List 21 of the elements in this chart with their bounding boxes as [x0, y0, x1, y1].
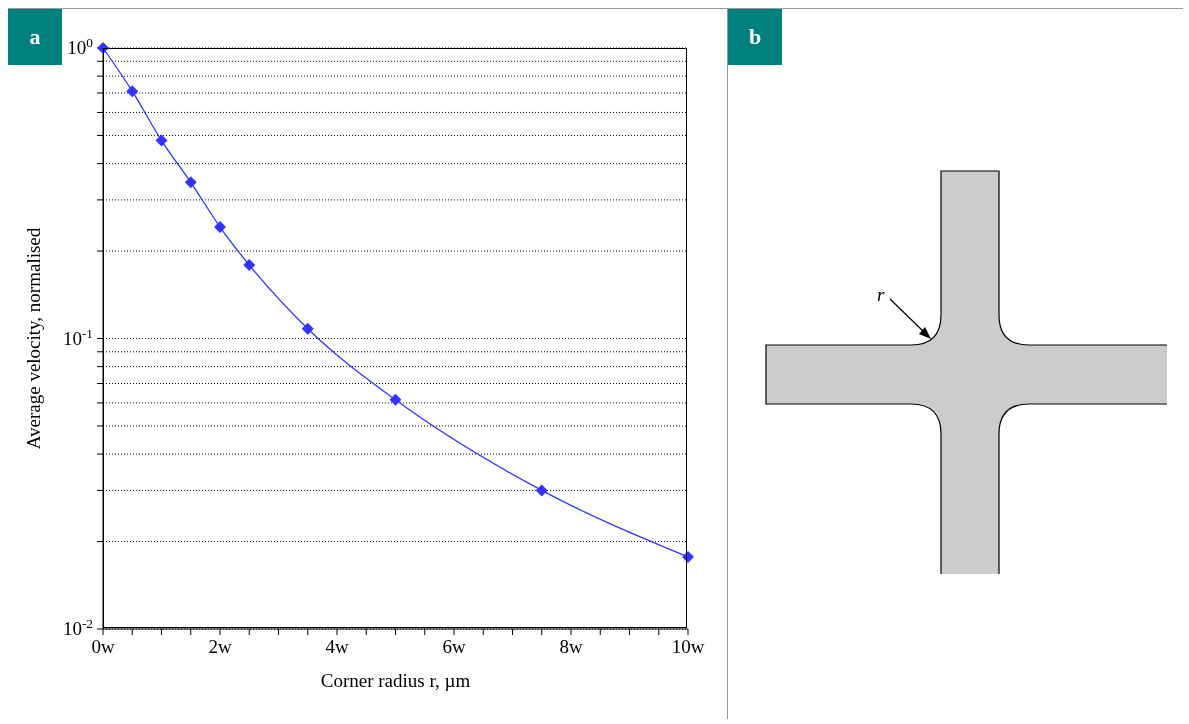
x-tick-label: 0w — [91, 636, 115, 657]
y-tick-label: 10$^{-2}$ — [62, 615, 93, 639]
y-axis-title: Average velocity, normalised — [23, 227, 44, 450]
point — [301, 322, 314, 335]
point — [243, 259, 256, 272]
x-tick-label: 6w — [442, 636, 466, 657]
point — [535, 484, 548, 497]
point — [214, 221, 226, 233]
text: b — [728, 9, 782, 65]
point — [155, 134, 168, 147]
x-tick-label: 4w — [325, 636, 349, 657]
text: a — [8, 9, 62, 65]
y-tick-label: 10$^{0}$ — [67, 34, 94, 58]
point — [184, 176, 197, 189]
x-tick-label: 8w — [559, 636, 583, 657]
point — [389, 393, 402, 406]
point — [126, 85, 139, 98]
x-tick-label: 2w — [208, 636, 232, 657]
x-tick-label: 10w — [671, 636, 705, 657]
x-axis-title: Corner radius r, µm — [320, 670, 471, 691]
y-tick-label: 10$^{-1}$ — [62, 325, 93, 349]
